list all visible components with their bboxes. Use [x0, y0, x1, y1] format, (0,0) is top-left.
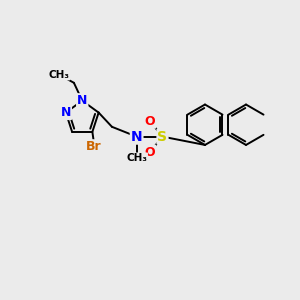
Text: N: N: [77, 94, 87, 107]
Text: S: S: [158, 130, 167, 144]
Text: O: O: [145, 115, 155, 128]
Text: N: N: [61, 106, 71, 119]
Text: Br: Br: [86, 140, 102, 153]
Text: N: N: [131, 130, 142, 144]
Text: CH₃: CH₃: [126, 153, 147, 163]
Text: CH₃: CH₃: [49, 70, 70, 80]
Text: O: O: [145, 146, 155, 159]
